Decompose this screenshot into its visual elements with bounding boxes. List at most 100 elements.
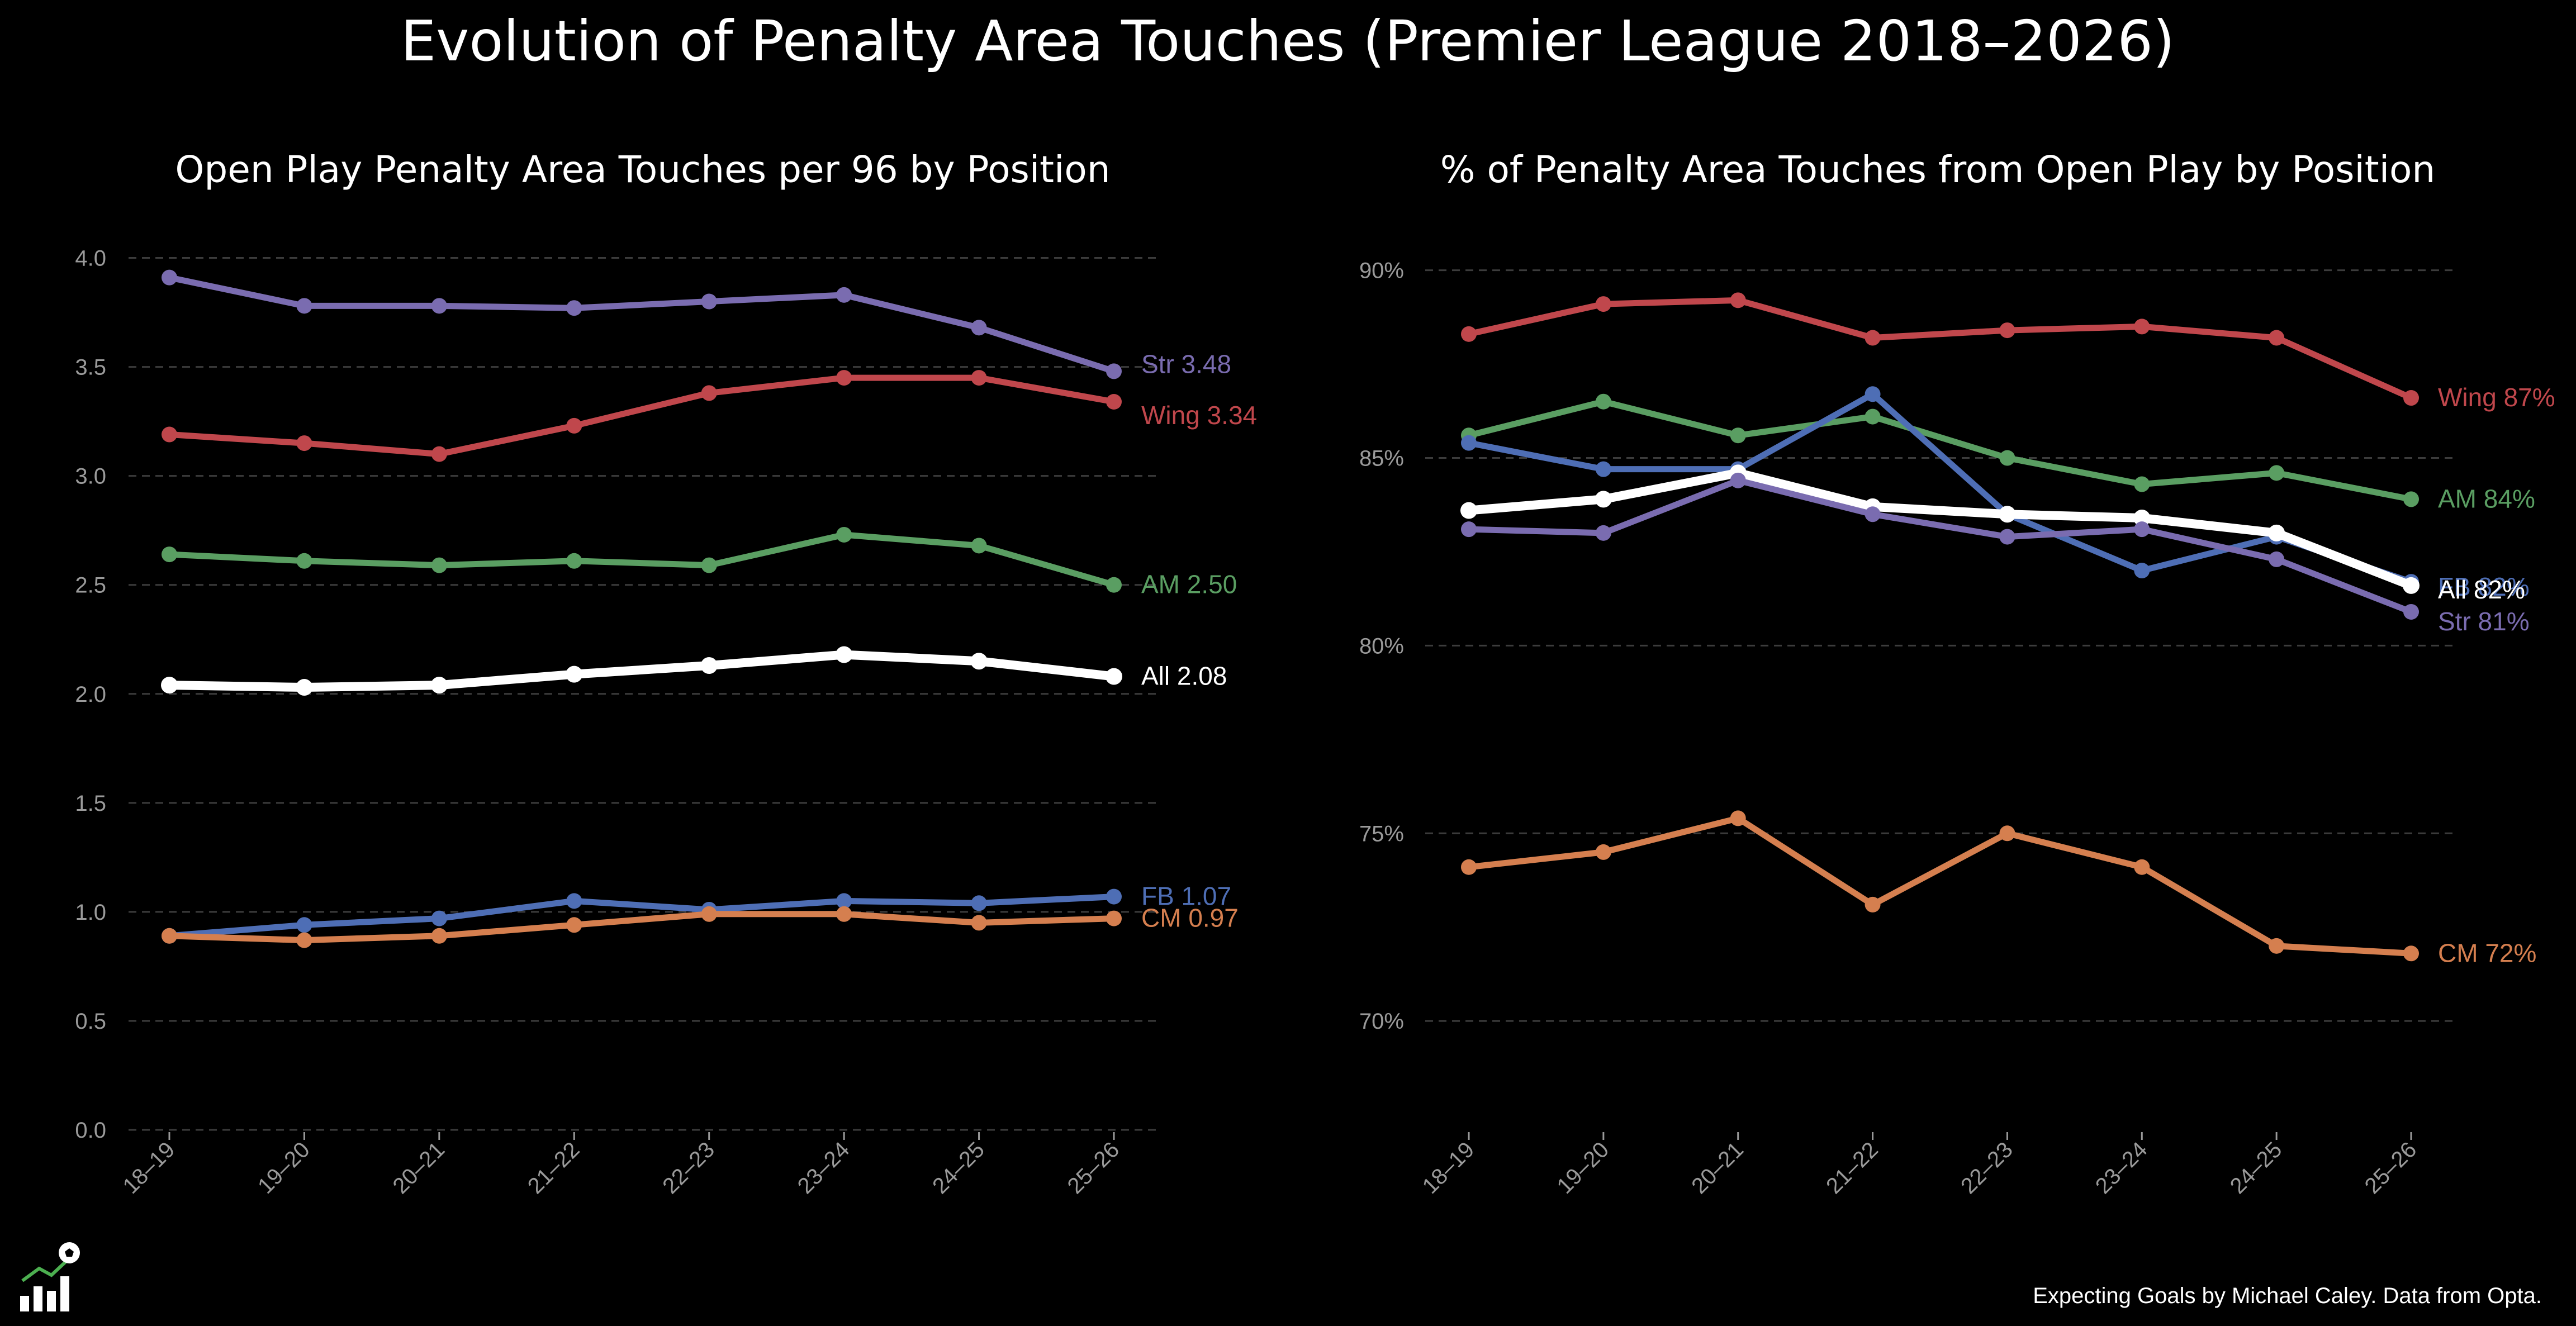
series-lines xyxy=(1460,292,2420,962)
data-point-all xyxy=(836,646,853,663)
x-tick-label: 18–19 xyxy=(1418,1137,1479,1199)
data-point-cm xyxy=(296,932,312,948)
y-axis-ticks: 0.0 0.5 1.0 1.5 2.0 2.5 3.0 3.5 4.0 xyxy=(75,246,106,1143)
data-point-am xyxy=(431,557,447,573)
data-point-all xyxy=(296,679,313,696)
data-point-fb xyxy=(431,910,447,926)
data-point-str xyxy=(162,269,177,286)
data-point-all xyxy=(2403,577,2420,594)
data-point-wing xyxy=(1999,322,2015,339)
data-point-wing xyxy=(1595,296,1611,312)
series-am xyxy=(162,526,1122,593)
y-axis-ticks: 70% 75% 80% 85% 90% xyxy=(1359,259,1404,1034)
series-cm xyxy=(1461,810,2419,962)
series-line-wing xyxy=(1465,297,2414,401)
end-label-cm: CM 0.97 xyxy=(1141,904,1239,933)
data-point-cm xyxy=(2269,938,2285,954)
data-point-str xyxy=(701,293,717,310)
x-tick-label: 20–21 xyxy=(1687,1137,1748,1199)
data-point-all xyxy=(430,677,448,694)
data-point-all xyxy=(1999,506,2016,523)
chart-panel-open-play-share: % of Penalty Area Touches from Open Play… xyxy=(1359,148,2555,1199)
data-point-am xyxy=(971,538,987,554)
data-point-all xyxy=(566,666,583,683)
data-point-cm xyxy=(836,906,852,922)
data-point-fb xyxy=(971,895,987,911)
panel-title-per-96: Open Play Penalty Area Touches per 96 by… xyxy=(175,148,1110,191)
data-point-fb xyxy=(1461,435,1477,451)
end-label-cm: CM 72% xyxy=(2438,938,2536,967)
x-tick-label: 23–24 xyxy=(2091,1137,2152,1199)
data-point-str xyxy=(1865,506,1881,522)
data-point-str xyxy=(1106,363,1122,379)
data-point-cm xyxy=(2134,859,2150,875)
end-label-am: AM 2.50 xyxy=(1141,570,1237,599)
series-line-fb xyxy=(1465,391,2414,585)
series-wing xyxy=(1461,292,2419,406)
data-point-cm xyxy=(566,917,582,933)
data-point-wing xyxy=(1106,393,1122,410)
x-tick-label: 23–24 xyxy=(793,1137,855,1199)
data-point-str xyxy=(1595,525,1611,541)
series-str xyxy=(1461,472,2419,620)
series-line-all xyxy=(1464,468,2416,590)
x-tick-label: 19–20 xyxy=(1552,1137,1614,1199)
data-point-cm xyxy=(2403,945,2419,962)
data-point-fb xyxy=(296,917,312,933)
data-point-am xyxy=(1865,408,1881,425)
data-point-str xyxy=(2403,603,2419,620)
data-point-str xyxy=(431,298,447,314)
series-line-all xyxy=(165,650,1118,692)
end-labels: Wing 87% AM 84% FB 82%All 82% Str 81% CM 72% xyxy=(2438,383,2555,967)
data-point-str xyxy=(836,287,852,303)
data-point-wing xyxy=(296,435,312,451)
series-line-cm xyxy=(166,911,1117,944)
data-point-wing xyxy=(2134,319,2150,335)
y-tick-label: 3.5 xyxy=(75,355,106,380)
data-point-wing xyxy=(1461,326,1477,342)
data-point-cm xyxy=(1106,910,1122,926)
grid-lines xyxy=(129,257,1160,1131)
x-tick-label: 22–23 xyxy=(658,1137,719,1199)
y-tick-label: 2.0 xyxy=(75,682,106,707)
x-tick-label: 24–25 xyxy=(2226,1137,2287,1199)
x-tick-label: 25–26 xyxy=(2360,1137,2422,1199)
end-label-fb: FB 82% xyxy=(2438,572,2530,601)
data-point-str xyxy=(971,320,987,336)
series-lines xyxy=(161,269,1122,948)
x-tick-label: 21–22 xyxy=(523,1137,585,1199)
end-label-am: AM 84% xyxy=(2438,484,2535,513)
data-point-cm xyxy=(1461,859,1477,875)
series-line-str xyxy=(166,274,1117,374)
x-tick-label: 25–26 xyxy=(1063,1137,1125,1199)
x-tick-label: 21–22 xyxy=(1821,1137,1883,1199)
y-tick-label: 1.0 xyxy=(75,900,106,925)
data-point-wing xyxy=(1865,330,1881,346)
footer-credit: Expecting Goals by Michael Caley. Data f… xyxy=(2033,1284,2542,1308)
data-point-cm xyxy=(1595,844,1611,860)
data-point-str xyxy=(1461,521,1477,538)
series-line-am xyxy=(166,531,1117,588)
data-point-wing xyxy=(971,370,987,386)
grid-lines xyxy=(1425,269,2456,1022)
x-axis-ticks: 18–19 19–20 20–21 21–22 22–23 23–24 24–25 25–26 xyxy=(118,1132,1125,1199)
series-am xyxy=(1461,393,2419,507)
data-point-all xyxy=(1595,491,1612,508)
series-all xyxy=(161,646,1122,696)
data-point-cm xyxy=(701,906,717,922)
data-point-wing xyxy=(162,426,177,443)
data-point-cm xyxy=(1730,810,1746,826)
y-tick-label: 4.0 xyxy=(75,246,106,271)
data-point-am xyxy=(1730,427,1746,444)
chart-panel-penalty-touches-per-96: Open Play Penalty Area Touches per 96 by… xyxy=(75,148,1257,1199)
data-point-all xyxy=(2133,509,2151,526)
series-line-am xyxy=(1465,398,2414,502)
data-point-wing xyxy=(2403,390,2419,406)
y-tick-label: 3.0 xyxy=(75,464,106,489)
data-point-am xyxy=(1595,393,1611,410)
y-tick-label: 70% xyxy=(1359,1009,1404,1034)
data-point-wing xyxy=(2269,330,2285,346)
data-point-str xyxy=(1730,472,1746,488)
data-point-am xyxy=(162,546,177,563)
data-point-all xyxy=(1460,502,1477,519)
